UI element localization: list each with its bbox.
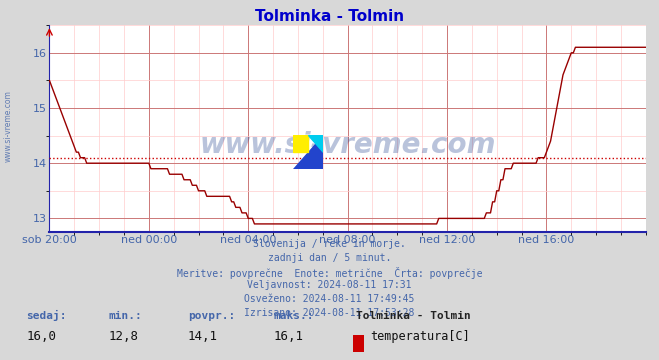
Text: Slovenija / reke in morje.: Slovenija / reke in morje.	[253, 239, 406, 249]
Text: Izrisano: 2024-08-11 17:53:28: Izrisano: 2024-08-11 17:53:28	[244, 308, 415, 318]
Polygon shape	[308, 135, 323, 152]
Polygon shape	[293, 135, 323, 169]
Text: Tolminka - Tolmin: Tolminka - Tolmin	[356, 311, 471, 321]
Text: sedaj:: sedaj:	[26, 310, 67, 321]
Bar	[293, 135, 308, 152]
Text: Veljavnost: 2024-08-11 17:31: Veljavnost: 2024-08-11 17:31	[247, 280, 412, 291]
Text: Tolminka - Tolmin: Tolminka - Tolmin	[255, 9, 404, 24]
Text: 12,8: 12,8	[109, 330, 139, 343]
Text: temperatura[C]: temperatura[C]	[370, 330, 470, 343]
Text: 16,0: 16,0	[26, 330, 57, 343]
Text: maks.:: maks.:	[273, 311, 314, 321]
Text: Meritve: povprečne  Enote: metrične  Črta: povprečje: Meritve: povprečne Enote: metrične Črta:…	[177, 267, 482, 279]
Text: min.:: min.:	[109, 311, 142, 321]
Text: 16,1: 16,1	[273, 330, 304, 343]
Text: zadnji dan / 5 minut.: zadnji dan / 5 minut.	[268, 253, 391, 263]
Text: www.si-vreme.com: www.si-vreme.com	[3, 90, 13, 162]
Text: povpr.:: povpr.:	[188, 311, 235, 321]
Text: 14,1: 14,1	[188, 330, 218, 343]
Text: www.si-vreme.com: www.si-vreme.com	[200, 131, 496, 159]
Text: Osveženo: 2024-08-11 17:49:45: Osveženo: 2024-08-11 17:49:45	[244, 294, 415, 304]
